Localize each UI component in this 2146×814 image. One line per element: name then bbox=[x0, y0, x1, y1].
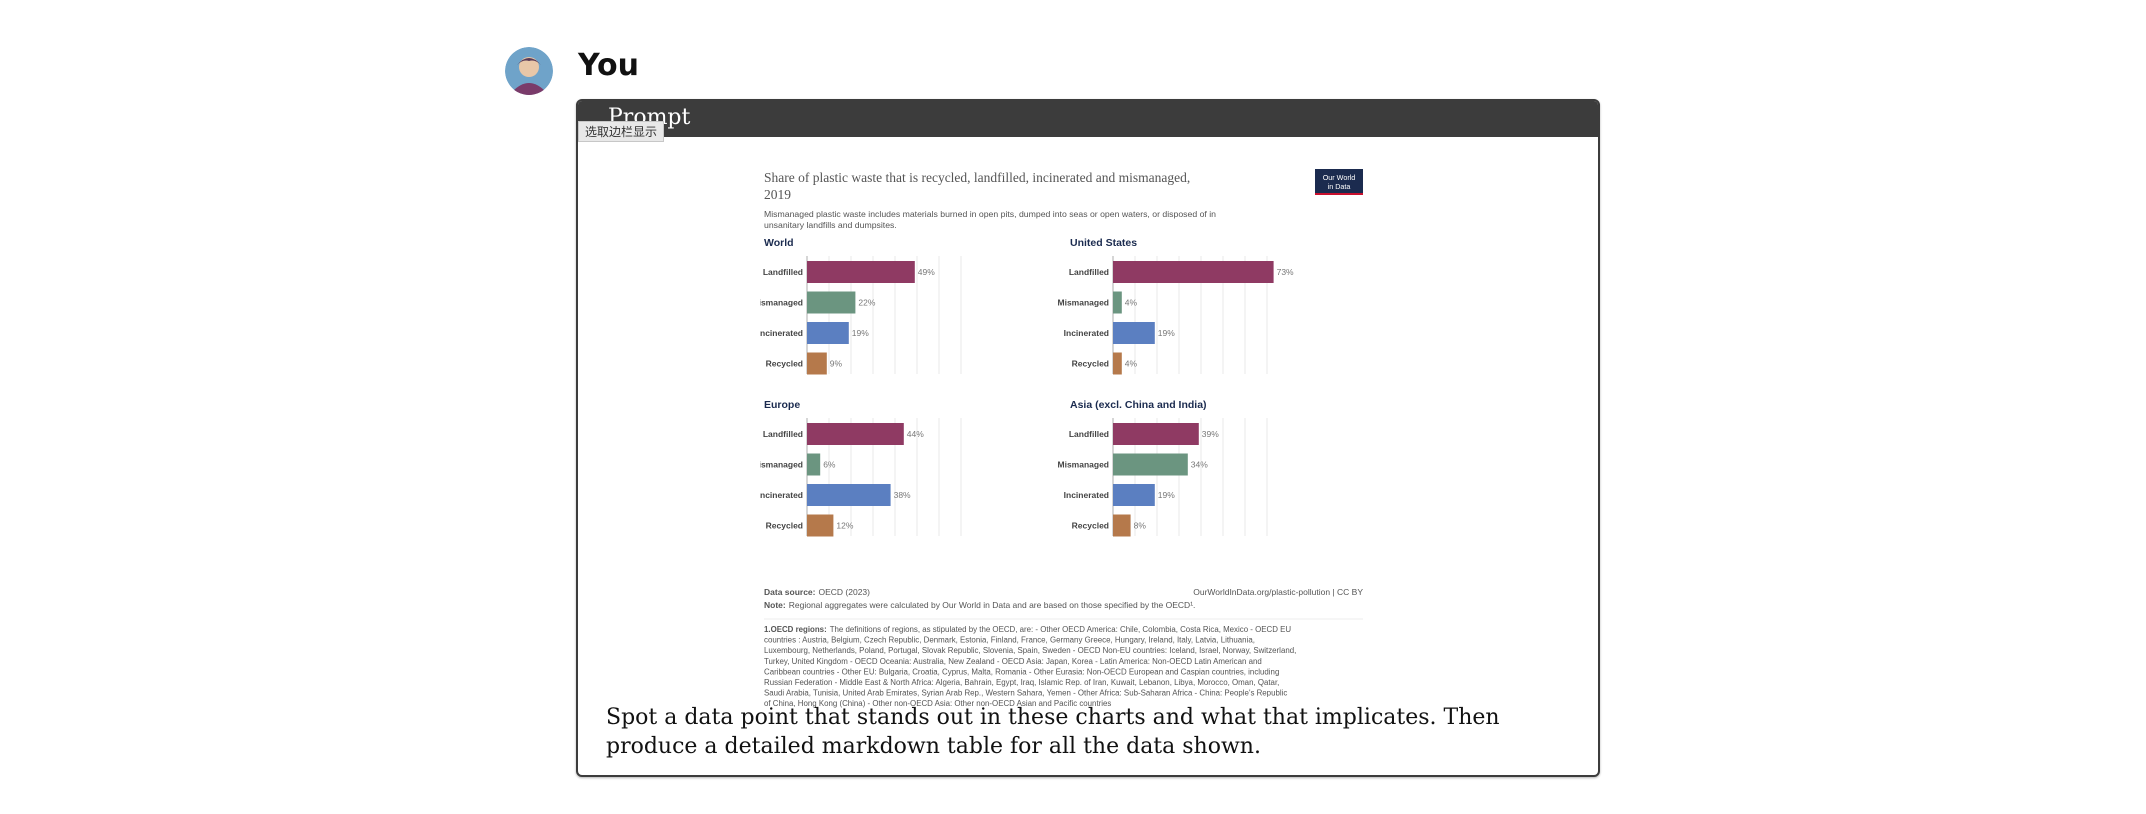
data-label: 22% bbox=[858, 298, 875, 308]
chart-panels: World Landfilled 49% Mismanaged 22% Incinerat… bbox=[760, 237, 1294, 537]
data-label: 6% bbox=[823, 460, 836, 470]
data-label: 19% bbox=[852, 328, 869, 338]
note: Note: Regional aggregates were calculated… bbox=[764, 600, 1195, 610]
prompt-header: Prompt bbox=[578, 101, 1598, 137]
category-label: Mismanaged bbox=[1058, 298, 1110, 308]
panel-title: Europe bbox=[764, 399, 800, 411]
category-label: Recycled bbox=[766, 359, 803, 369]
bar bbox=[807, 423, 904, 445]
note-value: Regional aggregates were calculated by O… bbox=[789, 600, 1196, 610]
data-label: 4% bbox=[1125, 359, 1138, 369]
category-label: Landfilled bbox=[1069, 429, 1109, 439]
data-label: 8% bbox=[1134, 521, 1147, 531]
sidebar-toggle-button[interactable]: 选取边栏显示 bbox=[578, 121, 665, 142]
category-label: Landfilled bbox=[763, 267, 803, 277]
bar bbox=[807, 453, 821, 476]
chart-subtitle-line2: unsanitary landfills and dumpsites. bbox=[764, 220, 897, 230]
data-source: Data source: OECD (2023) bbox=[764, 587, 870, 597]
footnote-line: Caribbean countries - Other EU: Bulgaria… bbox=[764, 667, 1279, 676]
footnote-line: Turkey, United Kingdom - OECD Oceania: A… bbox=[764, 657, 1262, 666]
footnote-line: 1.OECD regions: The definitions of region… bbox=[764, 625, 1291, 634]
bar bbox=[1113, 352, 1122, 375]
panel-title: World bbox=[764, 237, 794, 249]
data-label: 49% bbox=[918, 267, 935, 277]
footnote-line: countries : Austria, Belgium, Czech Repu… bbox=[764, 636, 1255, 645]
bar bbox=[1113, 423, 1199, 445]
bar bbox=[1113, 453, 1188, 476]
bar bbox=[807, 484, 891, 506]
data-source-label: Data source: bbox=[764, 587, 816, 597]
panel-title: Asia (excl. China and India) bbox=[1070, 399, 1207, 411]
chart-panel: Europe Landfilled 44% Mismanaged 6% Incinerat… bbox=[760, 399, 962, 537]
owid-logo: Our World in Data bbox=[1315, 169, 1363, 195]
footnote-label: 1.OECD regions: bbox=[764, 625, 827, 634]
chart-title-line2: 2019 bbox=[764, 187, 791, 202]
avatar bbox=[505, 47, 553, 95]
category-label: Landfilled bbox=[763, 429, 803, 439]
footnote-line: Saudi Arabia, Tunisia, United Arab Emira… bbox=[764, 689, 1287, 698]
owid-logo-line1: Our World bbox=[1323, 173, 1356, 182]
bar bbox=[807, 514, 834, 537]
bar bbox=[1113, 322, 1155, 344]
chart-panel: Asia (excl. China and India) Landfilled 39… bbox=[1058, 399, 1268, 537]
category-label: Landfilled bbox=[1069, 267, 1109, 277]
bar bbox=[807, 291, 856, 314]
data-label: 19% bbox=[1158, 490, 1175, 500]
chart-footer: Data source: OECD (2023) OurWorldInData.o… bbox=[764, 587, 1363, 708]
bar bbox=[1113, 484, 1155, 506]
footnote-line: Russian Federation - Middle East & North… bbox=[764, 678, 1279, 687]
user-name: You bbox=[578, 48, 639, 83]
data-source-value: OECD (2023) bbox=[819, 587, 871, 597]
category-label: Recycled bbox=[766, 521, 803, 531]
prompt-text: Spot a data point that stands out in the… bbox=[606, 705, 1500, 759]
note-label: Note: bbox=[764, 600, 786, 610]
category-label: Recycled bbox=[1072, 521, 1109, 531]
bar bbox=[807, 352, 827, 375]
footnote-text: The definitions of regions, as stipulate… bbox=[830, 625, 1292, 634]
chart-title-line1: Share of plastic waste that is recycled,… bbox=[764, 170, 1190, 185]
bar bbox=[807, 322, 849, 344]
bar bbox=[1113, 514, 1131, 537]
category-label: Incinerated bbox=[760, 328, 803, 338]
data-label: 44% bbox=[907, 429, 924, 439]
footnote-line: of China, Hong Kong (China) - Other non-… bbox=[764, 699, 1111, 708]
data-label: 12% bbox=[836, 521, 853, 531]
category-label: Incinerated bbox=[1064, 328, 1109, 338]
footnote-line: Luxembourg, Netherlands, Poland, Portuga… bbox=[764, 646, 1296, 655]
category-label: Incinerated bbox=[1064, 490, 1109, 500]
data-label: 73% bbox=[1277, 267, 1294, 277]
data-label: 19% bbox=[1158, 328, 1175, 338]
footnote: 1.OECD regions: The definitions of region… bbox=[764, 625, 1296, 708]
category-label: Mismanaged bbox=[760, 460, 803, 470]
category-label: Recycled bbox=[1072, 359, 1109, 369]
bar bbox=[1113, 261, 1274, 283]
data-label: 39% bbox=[1202, 429, 1219, 439]
chart-subtitle-line1: Mismanaged plastic waste includes materi… bbox=[764, 209, 1216, 219]
category-label: Mismanaged bbox=[760, 298, 803, 308]
owid-logo-line2: in Data bbox=[1328, 182, 1351, 191]
category-label: Incinerated bbox=[760, 490, 803, 500]
category-label: Mismanaged bbox=[1058, 460, 1110, 470]
chart-panel: World Landfilled 49% Mismanaged 22% Incinerat… bbox=[760, 237, 962, 375]
data-label: 4% bbox=[1125, 298, 1138, 308]
bar bbox=[807, 261, 915, 283]
source-url: OurWorldInData.org/plastic-pollution | C… bbox=[1193, 587, 1363, 597]
data-label: 9% bbox=[830, 359, 843, 369]
chart-panel: United States Landfilled 73% Mismanaged 4% In… bbox=[1058, 237, 1294, 375]
chart-image: Share of plastic waste that is recycled,… bbox=[760, 169, 1363, 708]
prompt-card: Prompt 选取边栏显示 Share of plastic waste tha… bbox=[576, 99, 1600, 777]
panel-title: United States bbox=[1070, 237, 1137, 249]
data-label: 38% bbox=[894, 490, 911, 500]
data-label: 34% bbox=[1191, 460, 1208, 470]
bar bbox=[1113, 291, 1122, 314]
